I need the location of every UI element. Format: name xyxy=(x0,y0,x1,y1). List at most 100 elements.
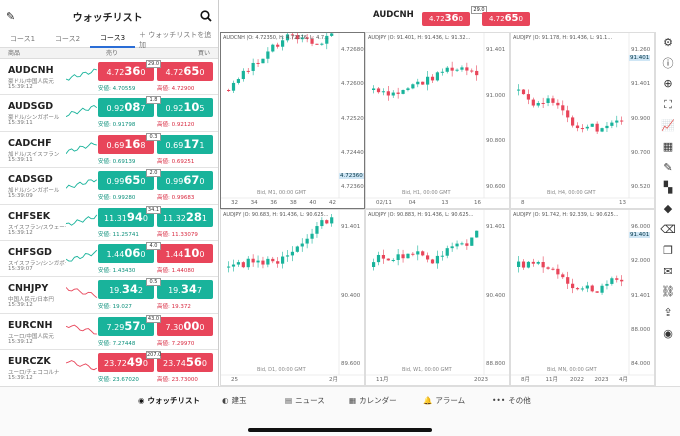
eraser-icon[interactable]: ⌫ xyxy=(660,223,676,237)
candle-body xyxy=(605,125,609,129)
chart-pane[interactable]: AUDJPY |O: 91.178, H: 91.436, L: 91.1...… xyxy=(510,32,655,209)
chart-ohlc-label: AUDJPY |O: 91.401, H: 91.436, L: 91.32..… xyxy=(368,35,471,41)
share-icon[interactable]: ⇪ xyxy=(663,306,673,320)
candle-body xyxy=(620,120,624,122)
sell-button[interactable]: 7.29570 xyxy=(98,316,154,336)
add-watchlist-button[interactable]: ＋ ウォッチリストを追加 xyxy=(139,30,212,49)
watchlist-row[interactable]: AUDSGD 豪ドル/シンガポール 15:39:11 0.92087 0.92105 1.… xyxy=(0,95,218,132)
row-description: 中国人民元/日本円 xyxy=(8,297,54,304)
watchlist-row[interactable]: CADSGD 加ドル/シンガポール 15:39:09 0.99650 0.99670 2.… xyxy=(0,168,218,205)
tab-course-3[interactable]: コース3 xyxy=(90,31,135,48)
time-tick: 4月 xyxy=(619,377,628,383)
message-icon[interactable]: ✉ xyxy=(663,264,673,278)
time-tick: 8月 xyxy=(521,377,530,383)
row-symbol: EURCNH xyxy=(8,319,53,331)
buy-button[interactable]: 0.69171 xyxy=(157,134,213,154)
sell-button[interactable]: 23.72490 xyxy=(98,353,154,373)
sell-button[interactable]: 0.92087 xyxy=(98,98,154,118)
row-description: スイスフラン/スウェーデン xyxy=(8,224,66,231)
nav-item[interactable]: ◐ 建玉 xyxy=(222,395,247,406)
nav-item[interactable]: ••• その他 xyxy=(492,395,531,406)
candle-body xyxy=(416,251,420,255)
candle-body xyxy=(435,72,440,81)
sparkline xyxy=(66,360,98,371)
candle-body xyxy=(231,82,236,91)
top-bid-button[interactable]: 4.72360 xyxy=(422,12,470,26)
buy-button[interactable]: 23.74560 xyxy=(157,353,213,373)
chart-pane[interactable]: AUDJPY |O: 90.683, H: 91.436, L: 90.625.… xyxy=(220,209,365,386)
watchlist-row[interactable]: CADCHF 加ドル/スイスフラン 15:39:11 0.69168 0.69171 0.… xyxy=(0,132,218,169)
low-value: 安値: 4.70559 xyxy=(98,86,136,92)
pen-icon[interactable]: ✎ xyxy=(663,160,673,174)
chart-pane[interactable]: AUDJPY |O: 91.401, H: 91.436, L: 91.32..… xyxy=(365,32,510,209)
layout-icon[interactable]: ▚ xyxy=(663,181,673,195)
sell-button[interactable]: 0.69168 xyxy=(98,134,154,154)
active-symbol[interactable]: AUDCNH xyxy=(373,10,414,20)
candle-body xyxy=(411,84,415,89)
fullscreen-icon[interactable]: ⛶ xyxy=(664,97,672,111)
nav-item[interactable]: ▦ カレンダー xyxy=(349,395,397,406)
candle-body xyxy=(241,70,245,80)
buy-button[interactable]: 19.347 xyxy=(157,280,213,300)
candle-body xyxy=(310,38,314,44)
tab-course-2[interactable]: コース2 xyxy=(54,35,81,43)
chart-line-icon[interactable]: 📈 xyxy=(661,119,675,133)
search-icon[interactable] xyxy=(200,10,212,22)
chart-pane[interactable]: AUDJPY |O: 90.883, H: 91.436, L: 90.625.… xyxy=(365,209,510,386)
buy-button[interactable]: 11.32281 xyxy=(157,207,213,227)
link-icon[interactable]: ⛓ xyxy=(661,285,675,299)
sell-button[interactable]: 11.31940 xyxy=(98,207,154,227)
chart-ohlc-label: AUDJPY |O: 90.883, H: 91.436, L: 90.625.… xyxy=(368,212,474,218)
chart-pane[interactable]: AUDJPY |O: 91.742, H: 92.339, L: 90.625.… xyxy=(510,209,655,386)
buy-button[interactable]: 0.92105 xyxy=(157,98,213,118)
nav-item[interactable]: ◉ ウォッチリスト xyxy=(138,395,200,406)
tab-course-1[interactable]: コース1 xyxy=(9,35,36,43)
buy-button[interactable]: 0.99670 xyxy=(157,171,213,191)
nav-item[interactable]: ▤ ニュース xyxy=(285,395,325,406)
info-icon[interactable]: ⓘ xyxy=(662,57,674,71)
candle-body xyxy=(305,238,309,244)
candle-body xyxy=(470,237,474,246)
buy-button[interactable]: 1.44100 xyxy=(157,243,213,263)
buy-button[interactable]: 7.30000 xyxy=(157,316,213,336)
sell-button[interactable]: 4.72360 xyxy=(98,62,154,81)
spread-badge: 2.0 xyxy=(146,169,161,178)
sell-button[interactable]: 19.342 xyxy=(98,280,154,300)
top-ask-button[interactable]: 4.72650 xyxy=(482,12,530,26)
watchlist-row[interactable]: AUDCNH 豪ドル/中国人民元 15:39:12 4.72360 4.72650 29.… xyxy=(0,59,218,96)
sell-button[interactable]: 0.99650 xyxy=(98,171,154,191)
candle-body xyxy=(470,70,474,72)
candle-body xyxy=(411,253,415,255)
candle-body xyxy=(610,278,614,284)
eye-icon[interactable]: ◉ xyxy=(663,327,673,341)
watchlist-row[interactable]: CNHJPY 中国人民元/日本円 15:39:12 19.342 19.347 0.5 安値… xyxy=(0,277,218,314)
buy-button[interactable]: 4.72650 xyxy=(157,62,213,81)
price-tick: 88.000 xyxy=(631,326,651,333)
sparkline xyxy=(66,142,97,154)
candle-body xyxy=(246,258,250,268)
price-tick: 91.401 xyxy=(631,81,651,88)
price-tick: 91.401 xyxy=(631,292,651,299)
row-symbol: CADCHF xyxy=(8,137,52,149)
chart-area-icon[interactable]: ▦ xyxy=(662,139,674,153)
fill-icon[interactable]: ◆ xyxy=(663,202,673,216)
crosshair-icon[interactable]: ⊕ xyxy=(663,77,673,91)
gear-icon[interactable]: ⚙ xyxy=(663,35,673,49)
watchlist-row[interactable]: CHFSEK スイスフラン/スウェーデン15:39:12 11.3194011.32… xyxy=(0,205,218,241)
candle-body xyxy=(315,226,319,234)
price-tick: 96.000 xyxy=(631,224,651,230)
chart-pane[interactable]: AUDCNH |O: 4.72350, H: 4.72376, L: 4.7..… xyxy=(220,32,365,209)
time-tick: 16 xyxy=(474,200,481,206)
add-watchlist-label: ウォッチリストを追加 xyxy=(139,30,212,49)
edit-icon[interactable]: ✎ xyxy=(6,9,16,23)
sell-button[interactable]: 1.44060 xyxy=(98,243,154,263)
watchlist-row[interactable]: EURCZK ユーロ/チェココルナ 15:39:12 23.72490 23.74560… xyxy=(0,350,218,387)
candle-body xyxy=(475,230,479,238)
candle-body xyxy=(536,102,540,106)
watchlist-row[interactable]: EURCNH ユーロ/中国人民元 15:39:12 7.29570 7.30000 43.… xyxy=(0,314,218,351)
candle-body xyxy=(251,62,255,71)
time-tick: 34 xyxy=(250,200,258,206)
nav-item[interactable]: 🔔 アラーム xyxy=(423,395,465,406)
duplicate-icon[interactable]: ❐ xyxy=(663,243,673,257)
